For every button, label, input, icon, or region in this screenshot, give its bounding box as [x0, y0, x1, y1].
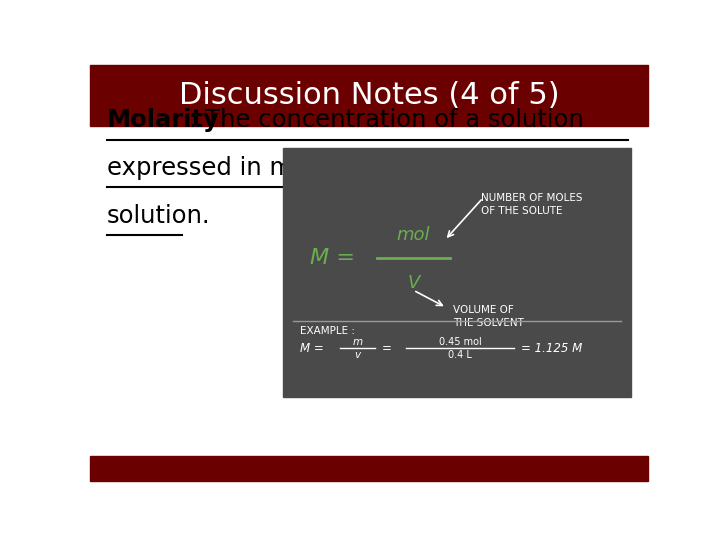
Text: : The concentration of a solution: : The concentration of a solution	[189, 109, 584, 132]
Text: v: v	[354, 350, 361, 360]
Text: M =: M =	[310, 248, 356, 268]
Text: solution.: solution.	[107, 204, 210, 228]
Text: Molarity: Molarity	[107, 109, 220, 132]
Bar	[90, 65, 648, 126]
Text: NUMBER OF MOLES
OF THE SOLUTE: NUMBER OF MOLES OF THE SOLUTE	[481, 193, 582, 216]
Text: V: V	[407, 274, 420, 292]
Text: = 1.125 M: = 1.125 M	[521, 342, 582, 355]
Text: Discussion Notes (4 of 5): Discussion Notes (4 of 5)	[179, 81, 559, 110]
Bar	[282, 148, 631, 397]
Text: expressed in moles of solute per liter of: expressed in moles of solute per liter o…	[107, 156, 590, 180]
Text: m: m	[352, 337, 363, 347]
Text: M =: M =	[300, 342, 324, 355]
Text: =: =	[382, 342, 392, 355]
Text: 0.4 L: 0.4 L	[449, 350, 472, 360]
Text: VOLUME OF
THE SOLVENT: VOLUME OF THE SOLVENT	[454, 305, 524, 328]
Text: 0.45 mol: 0.45 mol	[439, 337, 482, 347]
Text: EXAMPLE :: EXAMPLE :	[300, 326, 355, 336]
Text: mol: mol	[397, 226, 430, 244]
Bar	[90, 456, 648, 481]
